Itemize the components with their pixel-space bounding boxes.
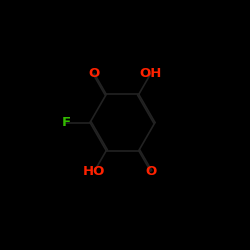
Text: O: O: [89, 67, 100, 80]
Text: O: O: [145, 165, 156, 178]
Text: HO: HO: [83, 165, 106, 178]
Text: OH: OH: [140, 67, 162, 80]
Text: F: F: [62, 116, 71, 129]
